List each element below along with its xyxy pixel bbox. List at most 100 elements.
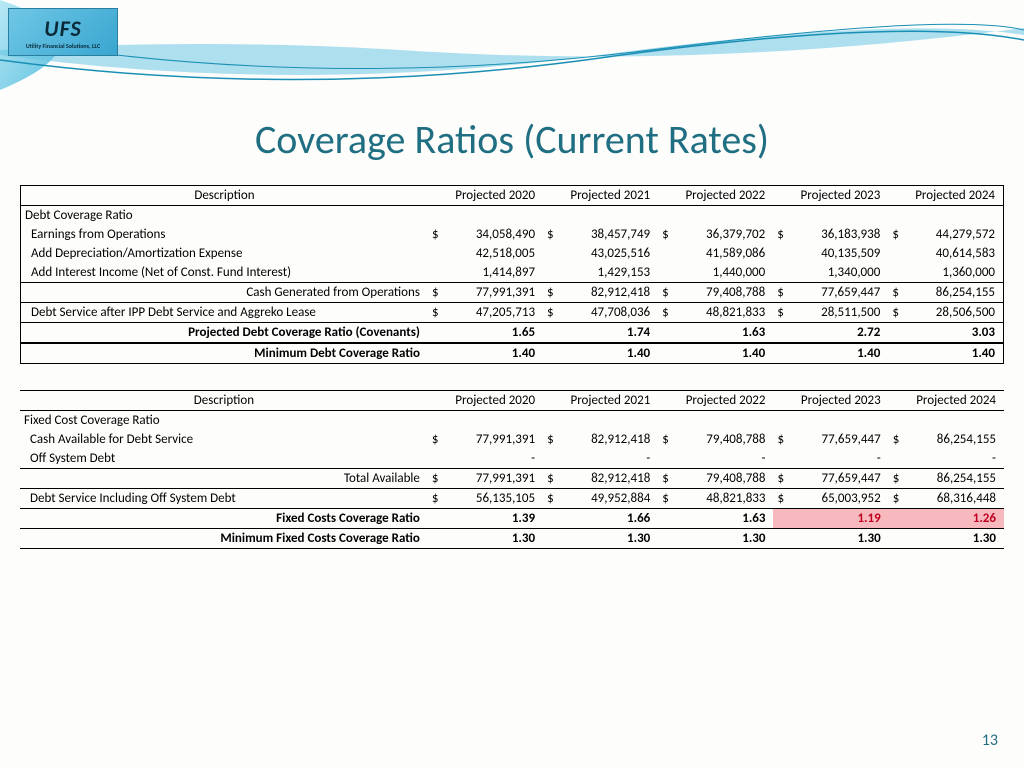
table-row: Projected Debt Coverage Ratio (Covenants… (21, 323, 1004, 344)
cell-value: 86,254,155 (907, 430, 1004, 449)
cell-value: 56,135,105 (446, 489, 543, 509)
currency-symbol: $ (889, 430, 907, 449)
row-label: Off System Debt (20, 449, 428, 469)
cell-value: 1.39 (446, 509, 543, 529)
cell-value: 1.19 (792, 509, 889, 529)
currency-symbol (773, 244, 791, 263)
currency-symbol (773, 529, 791, 549)
cell-value: 77,659,447 (792, 283, 889, 303)
debt-coverage-table: Description Projected 2020 Projected 202… (20, 185, 1004, 364)
cell-value: 1.30 (446, 529, 543, 549)
currency-symbol (658, 509, 676, 529)
currency-symbol (543, 323, 561, 344)
cell-value: 41,589,086 (676, 244, 773, 263)
cell-value: 28,506,500 (907, 303, 1004, 323)
cell-value: 77,991,391 (446, 283, 543, 303)
cell-value: 77,659,447 (792, 469, 889, 489)
currency-symbol (888, 244, 906, 263)
currency-symbol (773, 449, 791, 469)
currency-symbol: $ (658, 225, 676, 244)
cell-value: 40,135,509 (792, 244, 889, 263)
row-label: Minimum Debt Coverage Ratio (21, 343, 428, 364)
cell-value: 1.30 (561, 529, 658, 549)
currency-symbol: $ (888, 283, 906, 303)
currency-symbol: $ (889, 489, 907, 509)
col-2021: Projected 2021 (561, 186, 658, 206)
row-label: Add Depreciation/Amortization Expense (21, 244, 428, 263)
table-row: Off System Debt----- (20, 449, 1004, 469)
cell-value: - (677, 449, 774, 469)
cell-value: 1.30 (792, 529, 889, 549)
cell-value: 48,821,833 (676, 303, 773, 323)
currency-symbol: $ (543, 303, 561, 323)
cell-value: 1.40 (561, 343, 658, 364)
table-row: Fixed Costs Coverage Ratio1.391.661.631.… (20, 509, 1004, 529)
cell-value: 1.30 (677, 529, 774, 549)
section-row: Fixed Cost Coverage Ratio (20, 411, 1004, 431)
currency-symbol: $ (773, 303, 791, 323)
table-header-row: Description Projected 2020 Projected 202… (21, 186, 1004, 206)
table-row: Earnings from Operations$34,058,490$38,4… (21, 225, 1004, 244)
table-row: Add Depreciation/Amortization Expense42,… (21, 244, 1004, 263)
currency-symbol (543, 529, 561, 549)
currency-symbol (773, 323, 791, 344)
col-2021: Projected 2021 (561, 391, 658, 411)
currency-symbol (428, 529, 446, 549)
table-row: Total Available$77,991,391$82,912,418$79… (20, 469, 1004, 489)
col-2020: Projected 2020 (446, 186, 543, 206)
cell-value: 82,912,418 (561, 283, 658, 303)
currency-symbol: $ (888, 225, 906, 244)
cell-value: 1.63 (677, 509, 774, 529)
currency-symbol: $ (428, 283, 446, 303)
logo-text: UFS (44, 15, 81, 42)
currency-symbol: $ (428, 225, 446, 244)
currency-symbol (428, 509, 446, 529)
table-row: Cash Generated from Operations$77,991,39… (21, 283, 1004, 303)
col-2022: Projected 2022 (676, 186, 773, 206)
currency-symbol: $ (773, 283, 791, 303)
cell-value: 2.72 (792, 323, 889, 344)
currency-symbol: $ (773, 489, 791, 509)
currency-symbol (543, 263, 561, 283)
currency-symbol (658, 529, 676, 549)
row-label: Total Available (20, 469, 428, 489)
cell-value: 47,708,036 (561, 303, 658, 323)
cell-value: - (446, 449, 543, 469)
cell-value: 1,360,000 (907, 263, 1004, 283)
currency-symbol: $ (658, 430, 676, 449)
currency-symbol: $ (773, 469, 791, 489)
currency-symbol: $ (428, 430, 446, 449)
col-description: Description (21, 186, 428, 206)
cell-value: 65,003,952 (792, 489, 889, 509)
col-2023: Projected 2023 (792, 391, 889, 411)
currency-symbol (428, 263, 446, 283)
cell-value: 28,511,500 (792, 303, 889, 323)
cell-value: 40,614,583 (907, 244, 1004, 263)
currency-symbol: $ (773, 430, 791, 449)
currency-symbol: $ (543, 469, 561, 489)
cell-value: 38,457,749 (561, 225, 658, 244)
col-2023: Projected 2023 (792, 186, 889, 206)
row-label: Debt Service after IPP Debt Service and … (21, 303, 428, 323)
cell-value: 47,205,713 (446, 303, 543, 323)
currency-symbol (889, 449, 907, 469)
currency-symbol (543, 449, 561, 469)
currency-symbol (658, 449, 676, 469)
currency-symbol (543, 244, 561, 263)
table-header-row: Description Projected 2020 Projected 202… (20, 391, 1004, 411)
cell-value: 86,254,155 (907, 283, 1004, 303)
cell-value: 1,429,153 (561, 263, 658, 283)
cell-value: 43,025,516 (561, 244, 658, 263)
table-row: Cash Available for Debt Service$77,991,3… (20, 430, 1004, 449)
currency-symbol (773, 263, 791, 283)
currency-symbol (888, 263, 906, 283)
cell-value: 1,340,000 (792, 263, 889, 283)
cell-value: 79,408,788 (677, 430, 774, 449)
currency-symbol (773, 509, 791, 529)
col-2024: Projected 2024 (907, 391, 1004, 411)
cell-value: 48,821,833 (677, 489, 774, 509)
cell-value: 79,408,788 (676, 283, 773, 303)
row-label: Cash Available for Debt Service (20, 430, 428, 449)
cell-value: 1.74 (561, 323, 658, 344)
fixed-cost-table: Description Projected 2020 Projected 202… (20, 390, 1004, 549)
